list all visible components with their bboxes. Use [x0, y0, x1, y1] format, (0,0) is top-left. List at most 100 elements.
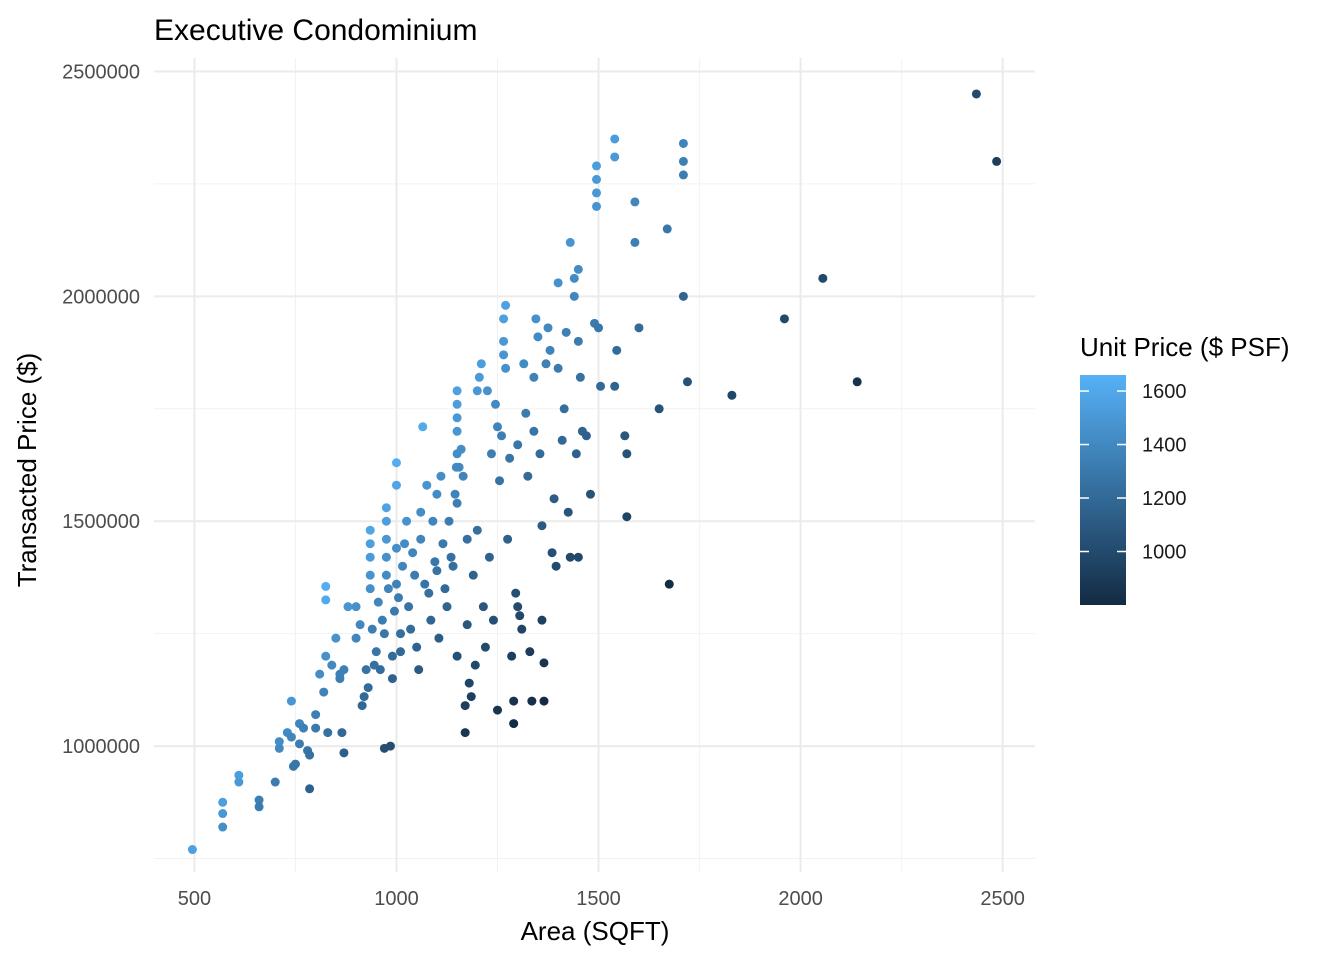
data-point — [501, 363, 511, 373]
data-point — [507, 651, 517, 661]
data-point — [383, 584, 393, 594]
data-point — [379, 629, 389, 639]
data-point — [529, 426, 539, 436]
y-tick-label: 2000000 — [62, 286, 140, 308]
data-point — [424, 588, 434, 598]
legend-tick-label: 1000 — [1142, 542, 1187, 564]
data-point — [563, 507, 573, 517]
data-point — [254, 802, 264, 812]
data-point — [442, 602, 452, 612]
data-point — [294, 739, 304, 749]
data-point — [622, 449, 632, 459]
data-point — [426, 615, 436, 625]
data-point — [420, 579, 430, 589]
data-point — [497, 431, 507, 441]
data-point — [664, 579, 674, 589]
data-point — [365, 552, 375, 562]
data-point — [478, 602, 488, 612]
data-point — [391, 543, 401, 553]
data-point — [569, 291, 579, 301]
data-point — [727, 390, 737, 400]
data-point — [565, 237, 575, 247]
data-point — [573, 336, 583, 346]
data-point — [377, 615, 387, 625]
data-point — [466, 692, 476, 702]
axes: 500 1000 1500 2000 2500 1000000 1500000 2000000… — [62, 61, 1025, 910]
data-point — [630, 237, 640, 247]
data-point — [472, 525, 482, 535]
color-legend: Unit Price ($ PSF) 1000 1200 1400 1600 — [1080, 332, 1290, 605]
data-point — [434, 633, 444, 643]
data-point — [565, 552, 575, 562]
data-point — [321, 595, 331, 605]
data-point — [592, 188, 602, 198]
data-point — [381, 516, 391, 526]
data-point — [450, 489, 460, 499]
data-point — [460, 728, 470, 738]
data-point — [323, 728, 333, 738]
data-point — [351, 602, 361, 612]
data-point — [274, 743, 284, 753]
data-point — [553, 278, 563, 288]
data-point — [531, 314, 541, 324]
data-point — [501, 300, 511, 310]
data-point — [444, 516, 454, 526]
data-point — [527, 696, 537, 706]
data-point — [503, 534, 513, 544]
data-point — [634, 323, 644, 333]
data-point — [432, 566, 442, 576]
data-point — [549, 494, 559, 504]
data-point — [430, 557, 440, 567]
data-point — [286, 696, 296, 706]
data-point — [452, 413, 462, 423]
x-tick-label: 500 — [178, 888, 211, 910]
data-point — [452, 426, 462, 436]
data-point — [406, 624, 416, 634]
data-point — [592, 201, 602, 211]
data-point — [339, 748, 349, 758]
data-point — [490, 399, 500, 409]
data-point — [525, 647, 535, 657]
data-point — [396, 647, 406, 657]
data-point — [234, 777, 244, 787]
data-point — [381, 534, 391, 544]
data-point — [476, 359, 486, 369]
data-point — [519, 359, 529, 369]
chart-title: Executive Condominium — [154, 14, 477, 47]
data-point — [274, 737, 284, 747]
data-point — [474, 372, 484, 382]
data-point — [363, 683, 373, 693]
data-point — [351, 633, 361, 643]
data-point — [311, 723, 321, 733]
data-point — [381, 552, 391, 562]
data-point — [468, 570, 478, 580]
data-point — [408, 548, 418, 558]
data-point — [545, 345, 555, 355]
data-point — [361, 665, 371, 675]
data-point — [630, 197, 640, 207]
x-tick-label: 1500 — [576, 888, 621, 910]
data-point — [375, 665, 385, 675]
data-point — [484, 552, 494, 562]
data-point — [440, 584, 450, 594]
data-point — [678, 138, 688, 148]
data-point — [509, 696, 519, 706]
data-point — [482, 386, 492, 396]
data-point — [493, 705, 503, 715]
data-point — [610, 134, 620, 144]
data-point — [365, 525, 375, 535]
legend-tick-label: 1200 — [1142, 488, 1187, 510]
data-point — [404, 602, 414, 612]
data-point — [535, 449, 545, 459]
data-point — [499, 350, 509, 360]
data-point — [488, 615, 498, 625]
data-point — [818, 273, 828, 283]
data-point — [327, 660, 337, 670]
data-point — [305, 750, 315, 760]
data-point — [373, 597, 383, 607]
data-point — [521, 408, 531, 418]
data-point — [559, 404, 569, 414]
data-point — [448, 561, 458, 571]
